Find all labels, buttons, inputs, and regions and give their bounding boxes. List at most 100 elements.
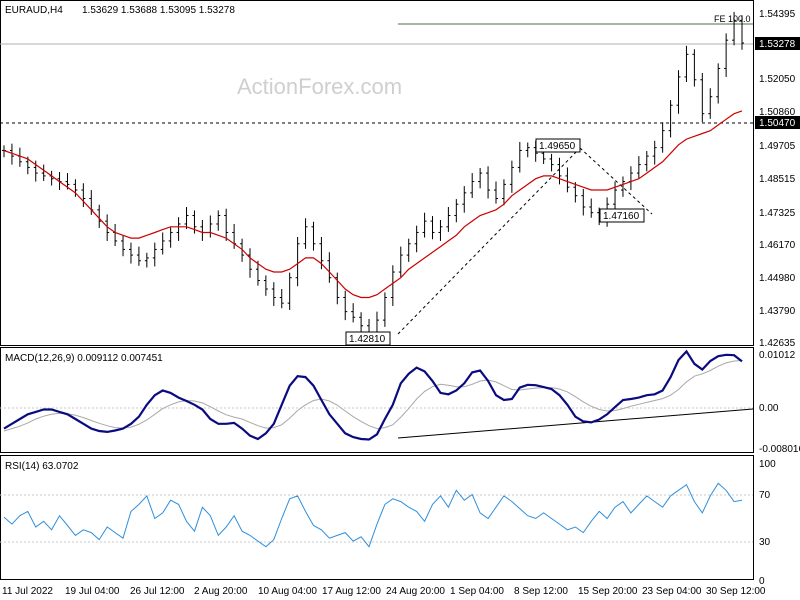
rsi-tick: 100 (759, 459, 776, 470)
rsi-y-axis: 100 70 30 0 (759, 459, 776, 587)
rsi-tick: 0 (759, 576, 765, 587)
price-bar (295, 236, 300, 287)
price-bar (652, 140, 657, 165)
time-axis: 11 Jul 2022 19 Jul 04:00 26 Jul 12:00 2 … (2, 586, 766, 597)
price-tick: 1.54395 (759, 9, 796, 20)
price-bar (581, 188, 586, 216)
time-tick: 11 Jul 2022 (2, 586, 53, 597)
time-tick: 1 Sep 04:00 (450, 586, 504, 597)
price-tick: 1.42635 (759, 338, 796, 349)
price-tick: 1.43790 (759, 306, 796, 317)
time-tick: 24 Aug 20:00 (386, 586, 445, 597)
price-bar (144, 252, 149, 268)
price-bar (255, 260, 260, 286)
price-tick: 1.50860 (759, 107, 796, 118)
price-bar (676, 70, 681, 114)
price-y-axis: 1.54395 1.52050 1.50860 1.49705 1.48515 … (759, 9, 796, 349)
price-bar (382, 292, 387, 327)
moving-average-line (3, 110, 743, 299)
price-bar (81, 183, 86, 208)
time-tick: 15 Sep 20:00 (578, 586, 638, 597)
price-bar (398, 246, 403, 278)
price-bar (335, 272, 340, 305)
level-price-badge: 1.50470 (755, 116, 800, 129)
price-bar (613, 181, 618, 210)
annotation-pullback: 1.47160 (599, 208, 645, 223)
price-bar (327, 252, 332, 283)
price-bar (573, 182, 578, 203)
price-bar (271, 282, 276, 306)
price-tick: 1.47325 (759, 208, 796, 219)
price-bar (692, 49, 697, 87)
price-bar (589, 198, 594, 218)
price-bar (184, 207, 189, 230)
price-bar (390, 265, 395, 306)
price-bar (414, 225, 419, 253)
rsi-panel (0, 455, 754, 580)
price-bar (287, 272, 292, 310)
svg-text:1.42810: 1.42810 (349, 334, 386, 345)
price-panel (0, 0, 754, 346)
price-bar (732, 11, 737, 46)
macd-tick: 0.01012 (759, 350, 796, 361)
annotation-high: 1.49650 (535, 138, 581, 153)
time-tick: 30 Sep 12:00 (706, 586, 766, 597)
price-bar (668, 100, 673, 138)
price-bar (470, 173, 475, 198)
price-bar (557, 157, 562, 185)
time-tick: 8 Sep 12:00 (514, 586, 568, 597)
price-bars (2, 11, 744, 343)
price-bar (636, 156, 641, 179)
price-bar (525, 142, 530, 158)
price-bar (660, 122, 665, 153)
ohlc-readout: 1.53629 1.53688 1.53095 1.53278 (82, 5, 235, 16)
price-bar (644, 151, 649, 172)
rsi-line (3, 482, 743, 548)
price-bar (105, 214, 110, 241)
price-bar (438, 220, 443, 241)
watermark-text: ActionForex.com (237, 74, 402, 99)
price-bar (708, 88, 713, 119)
price-bar (517, 141, 522, 173)
price-bar (716, 63, 721, 104)
price-bar (303, 218, 308, 249)
price-bar (176, 217, 181, 241)
rsi-title: RSI(14) 63.0702 (5, 461, 79, 472)
price-bar (549, 153, 554, 172)
price-tick: 1.48515 (759, 174, 796, 185)
price-bar (509, 160, 514, 193)
price-bar (351, 303, 356, 323)
svg-text:1.49650: 1.49650 (539, 141, 576, 152)
svg-text:1.47160: 1.47160 (603, 211, 640, 222)
price-bar (41, 164, 46, 181)
price-bar (406, 238, 411, 262)
price-tick: 1.44980 (759, 273, 796, 284)
price-bar (700, 72, 705, 123)
price-bar (422, 212, 427, 238)
price-bar (740, 15, 744, 50)
price-bar (620, 176, 625, 197)
price-bar (454, 199, 459, 223)
price-bar (724, 33, 729, 77)
current-price-badge: 1.53278 (755, 37, 800, 50)
price-tick: 1.49705 (759, 141, 796, 152)
rsi-tick: 30 (759, 537, 771, 548)
price-bar (446, 207, 451, 232)
fib-projection-line-2 (579, 147, 653, 215)
price-bar (263, 275, 268, 296)
annotation-low: 1.42810 (345, 331, 391, 346)
time-tick: 17 Aug 12:00 (322, 586, 381, 597)
price-bar (486, 166, 491, 199)
price-tick: 1.52050 (759, 74, 796, 85)
price-bar (160, 232, 165, 255)
time-tick: 26 Jul 12:00 (130, 586, 185, 597)
price-bar (248, 248, 252, 278)
price-bar (684, 45, 689, 83)
price-bar (224, 208, 229, 241)
macd-trendline (397, 408, 754, 439)
price-bar (121, 235, 126, 257)
macd-y-axis: 0.01012 0.00 -0.008016 (759, 350, 800, 455)
price-bar (136, 246, 141, 266)
price-bar (240, 238, 245, 262)
